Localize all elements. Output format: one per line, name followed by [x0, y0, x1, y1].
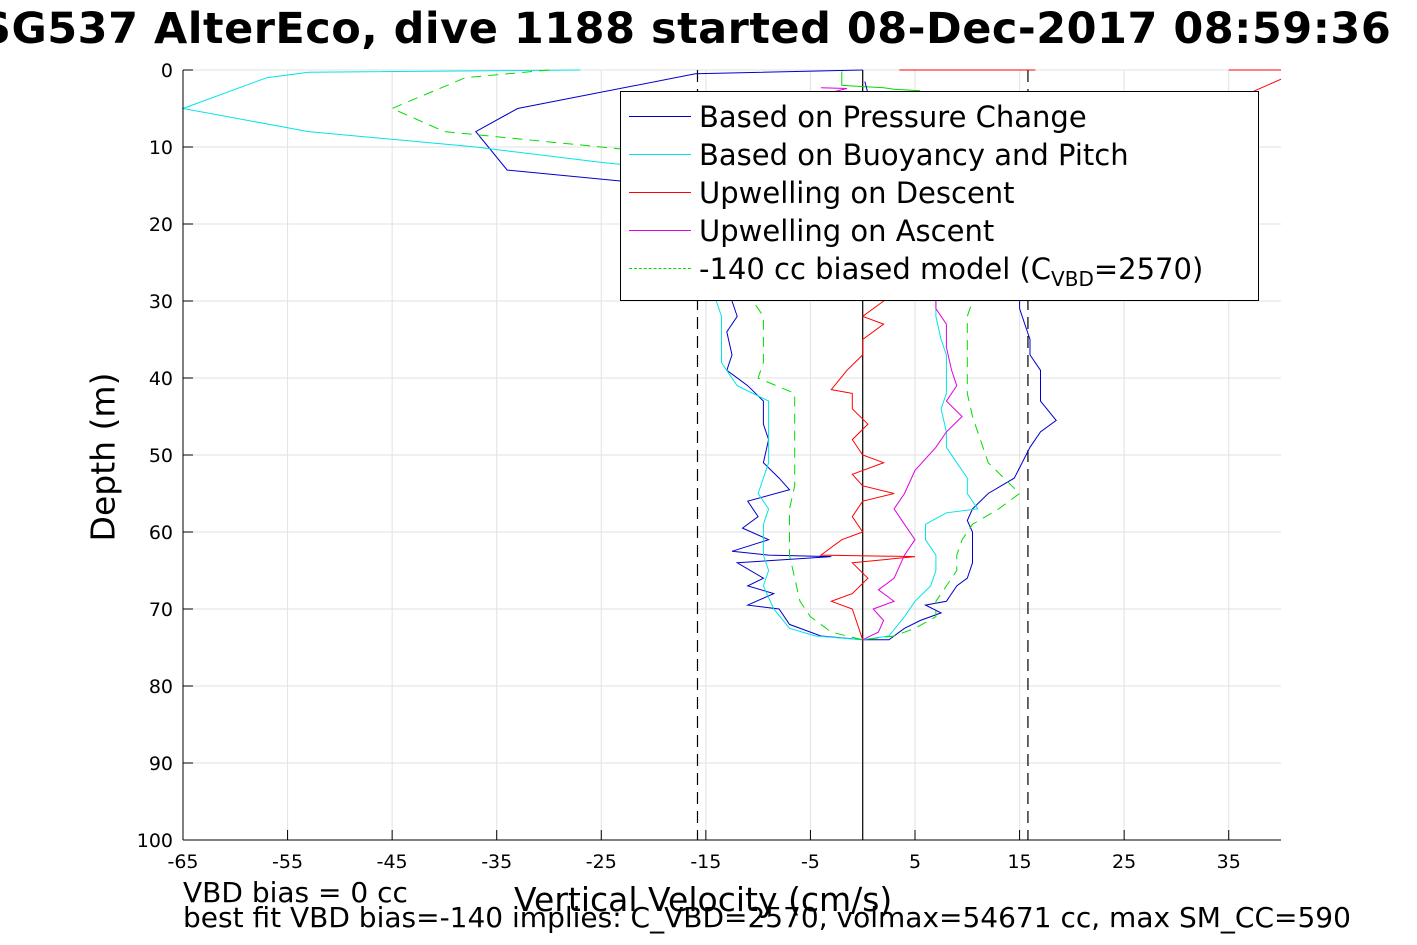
x-tick-label: 25 [1112, 851, 1136, 873]
series-line-upwelling-on-descent [819, 78, 1282, 640]
x-tick-label: -5 [801, 851, 820, 873]
best-fit-note: best fit VBD bias=-140 implies: C_VBD=25… [183, 901, 1351, 934]
x-tick-label: -15 [690, 851, 721, 873]
x-tick-label: 15 [1007, 851, 1031, 873]
y-tick-label: 20 [149, 214, 173, 236]
legend-item-pressure: Based on Pressure Change [621, 96, 1258, 134]
legend: Based on Pressure Change Based on Buoyan… [620, 91, 1259, 301]
y-tick-label: 50 [149, 445, 173, 467]
x-tick-label: -45 [377, 851, 408, 873]
x-tick-label: -35 [481, 851, 512, 873]
x-tick-labels: -65 -55 -45 -35 -25 -15 -5 5 15 25 35 [167, 851, 1240, 873]
legend-item-descent: Upwelling on Descent [621, 172, 1258, 210]
series-fragment [841, 71, 921, 92]
chart-title: SG537 AlterEco, dive 1188 started 08-Dec… [0, 4, 1392, 54]
legend-item-ascent: Upwelling on Ascent [621, 210, 1258, 248]
legend-item-buoyancy: Based on Buoyancy and Pitch [621, 134, 1258, 172]
x-tick-label: 35 [1217, 851, 1241, 873]
y-tick-label: 70 [149, 599, 173, 621]
x-tick-label: -25 [586, 851, 617, 873]
axes [182, 69, 1281, 841]
legend-swatch-model [629, 268, 691, 269]
series-line-based-on-buoyancy-and-pitch [181, 69, 979, 641]
legend-label-model: -140 cc biased model (CVBD=2570) [699, 252, 1204, 291]
y-tick-label: 60 [149, 522, 173, 544]
y-tick-label: 0 [161, 60, 173, 82]
y-tick-label: 90 [149, 753, 173, 775]
y-tick-label: 80 [149, 676, 173, 698]
vbd-bias-note: VBD bias = 0 cc [183, 876, 408, 909]
y-tick-label: 30 [149, 291, 173, 313]
y-tick-label: 10 [149, 137, 173, 159]
x-axis-label: Vertical Velocity (cm/s) [514, 880, 893, 919]
legend-swatch-ascent [629, 230, 691, 231]
x-tick-label: -65 [167, 851, 198, 873]
y-axis-label: Depth (m) [83, 372, 123, 542]
y-tick-label: 100 [137, 830, 173, 852]
x-tick-label: 5 [909, 851, 921, 873]
legend-label-ascent: Upwelling on Ascent [699, 214, 995, 248]
y-tick-labels: 0 10 20 30 40 50 60 70 80 90 100 [137, 60, 173, 852]
legend-label-pressure: Based on Pressure Change [699, 100, 1087, 134]
legend-item-model: -140 cc biased model (CVBD=2570) [621, 248, 1258, 291]
series-line-140-cc-biased-model [390, 69, 1021, 641]
y-tick-label: 40 [149, 368, 173, 390]
series-line-upwelling-on-ascent [862, 301, 963, 641]
x-tick-label: -55 [272, 851, 303, 873]
legend-label-buoyancy: Based on Buoyancy and Pitch [699, 138, 1129, 172]
legend-swatch-descent [629, 192, 691, 193]
legend-swatch-buoyancy [629, 154, 691, 155]
series-line-based-on-pressure-change [475, 69, 1057, 641]
series-lines [181, 69, 1282, 641]
legend-label-descent: Upwelling on Descent [699, 176, 1015, 210]
legend-swatch-pressure [629, 116, 691, 117]
